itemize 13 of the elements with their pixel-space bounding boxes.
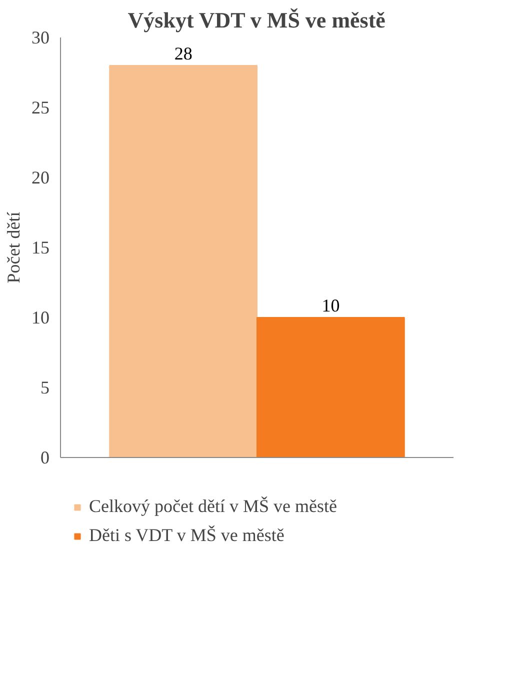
y-tick-label: 5 (40, 378, 50, 398)
data-label: 28 (174, 44, 192, 64)
y-tick-label: 10 (32, 308, 50, 328)
y-tick-label: 15 (32, 238, 50, 258)
y-tick-label: 0 (40, 448, 50, 468)
y-axis-title: Počet dětí (4, 212, 24, 284)
y-tick-label: 20 (32, 168, 50, 188)
y-tick-label: 25 (32, 98, 50, 118)
chart-title: Výskyt VDT v MŠ ve městě (128, 8, 386, 32)
legend-label: Celkový počet dětí v MŠ ve městě (89, 496, 337, 517)
legend-label: Děti s VDT v MŠ ve městě (89, 525, 284, 546)
data-label: 10 (322, 296, 340, 316)
y-tick-label: 30 (32, 28, 50, 48)
